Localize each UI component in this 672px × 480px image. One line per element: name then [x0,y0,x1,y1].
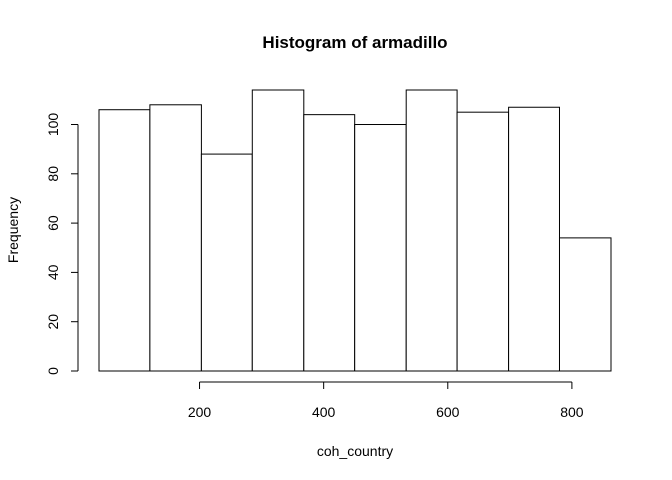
y-tick-label: 0 [45,367,61,375]
histogram-bar-10 [558,237,612,372]
histogram-bar-1 [98,109,151,372]
x-axis-label: coh_country [317,443,393,459]
histogram-bar-2 [149,104,202,372]
histogram-bar-8 [456,111,510,372]
histogram-bar-6 [354,124,407,372]
y-tick-label: 60 [45,215,61,231]
chart-title: Histogram of armadillo [262,33,447,52]
histogram-bar-5 [303,114,356,372]
x-tick-label: 200 [188,404,212,420]
y-tick-label: 80 [45,166,61,182]
y-tick-label: 40 [45,264,61,280]
histogram-bar-9 [508,106,560,372]
histogram-bar-7 [405,89,458,372]
y-axis-label: Frequency [5,197,21,263]
x-tick-label: 800 [560,404,584,420]
x-axis: 200 400 600 800 [188,381,584,420]
histogram-bar-3 [200,153,253,372]
x-tick-label: 400 [312,404,336,420]
histogram-bar-4 [251,89,305,372]
x-tick-label: 600 [436,404,460,420]
y-axis: 0 20 40 60 80 100 [45,113,79,375]
y-tick-label: 100 [45,113,61,137]
y-tick-label: 20 [45,314,61,330]
bars-group [98,89,612,372]
